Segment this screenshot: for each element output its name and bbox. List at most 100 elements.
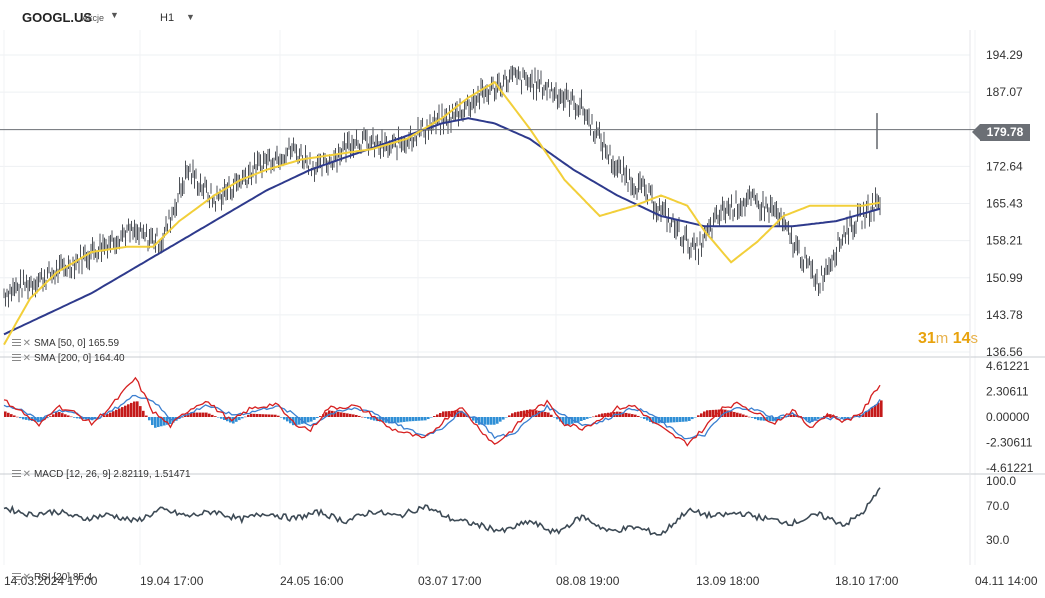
macd-histogram-bar [454, 410, 457, 417]
settings-icon[interactable] [11, 573, 21, 582]
x-tick-label: 04.11 14:00 [975, 574, 1038, 588]
macd-histogram-bar [550, 414, 553, 417]
macd-histogram-bar [208, 413, 211, 417]
macd-histogram-bar [298, 417, 301, 425]
macd-histogram-bar [58, 412, 61, 417]
macd-histogram-bar [538, 410, 541, 417]
sma200-legend[interactable]: ✕ SMA [200, 0] 164.40 [6, 342, 125, 364]
macd-histogram-bar [811, 417, 814, 422]
y-tick-label: 4.61221 [986, 359, 1030, 373]
sma50-legend[interactable]: ✕ SMA [50, 0] 165.59 [6, 327, 119, 349]
macd-histogram-bar [193, 412, 196, 417]
macd-histogram-bar [172, 417, 175, 423]
macd-histogram-bar [571, 417, 574, 424]
close-icon[interactable]: ✕ [22, 353, 31, 364]
timer-seconds: 14 [952, 330, 971, 347]
macd-histogram-bar [844, 417, 847, 419]
macd-histogram-bar [865, 411, 868, 417]
macd-histogram-bar [712, 409, 715, 417]
macd-chart [3, 376, 883, 447]
macd-histogram-bar [529, 409, 532, 417]
macd-histogram-bar [778, 417, 781, 421]
price-chart [0, 65, 975, 346]
y-tick-label: 30.0 [986, 533, 1010, 547]
symbol-name[interactable]: GOOGL.US [22, 10, 93, 25]
macd-histogram-bar [664, 417, 667, 423]
macd-histogram-bar [403, 417, 406, 422]
macd-histogram-bar [556, 417, 559, 420]
macd-histogram-bar [730, 411, 733, 417]
macd-histogram-bar [355, 414, 358, 417]
macd-histogram-bar [46, 417, 49, 419]
macd-histogram-bar [463, 413, 466, 417]
macd-histogram-bar [391, 417, 394, 424]
macd-histogram-bar [751, 417, 754, 418]
y-tick-label: 158.21 [986, 234, 1023, 248]
macd-histogram-bar [610, 412, 613, 417]
macd-histogram-bar [784, 417, 787, 418]
macd-histogram-bar [481, 417, 484, 425]
macd-histogram-bar [238, 417, 241, 421]
settings-icon[interactable] [11, 339, 21, 348]
current-price-label: 179.78 [972, 124, 1030, 141]
macd-legend[interactable]: ✕ MACD [12, 26, 9] 2.82119, 1.51471 [6, 458, 191, 480]
x-tick-label: 24.05 16:00 [280, 574, 344, 588]
timeframe-dropdown-icon[interactable]: ▼ [186, 12, 195, 22]
macd-histogram-bar [34, 417, 37, 422]
settings-icon[interactable] [11, 354, 21, 363]
macd-histogram-bar [121, 407, 124, 417]
macd-histogram-bar [646, 417, 649, 421]
macd-histogram-bar [199, 412, 202, 417]
chart-header: GOOGL.US Akcje ▼ H1 ▼ [0, 0, 1045, 34]
macd-histogram-bar [22, 417, 25, 420]
macd-histogram-bar [877, 402, 880, 417]
y-tick-label: 187.07 [986, 85, 1023, 99]
macd-histogram-bar [388, 417, 391, 424]
macd-histogram-bar [652, 417, 655, 424]
macd-histogram-bar [346, 413, 349, 417]
y-tick-label: -2.30611 [986, 436, 1033, 450]
macd-histogram-bar [505, 417, 508, 418]
macd-histogram-bar [25, 417, 28, 420]
macd-histogram-bar [685, 417, 688, 422]
rsi-chart [3, 487, 881, 536]
macd-histogram-bar [532, 409, 535, 417]
macd-histogram-bar [709, 410, 712, 417]
macd-histogram-bar [772, 417, 775, 422]
macd-histogram-bar [490, 417, 493, 425]
timeframe-selector[interactable]: H1 [160, 12, 175, 24]
macd-histogram-bar [256, 413, 259, 417]
macd-histogram-bar [493, 417, 496, 425]
rsi-legend[interactable]: ✕ RSI [20] 85.4 [6, 561, 92, 583]
macd-histogram-bar [190, 412, 193, 417]
macd-histogram-bar [583, 417, 586, 420]
macd-histogram-bar [676, 417, 679, 423]
y-tick-label: 70.0 [986, 499, 1010, 513]
macd-histogram-bar [76, 417, 79, 419]
macd-histogram-bar [574, 417, 577, 423]
macd-histogram-bar [862, 413, 865, 417]
macd-histogram-bar [535, 410, 538, 417]
candle-countdown: 31m 14s [918, 330, 978, 348]
settings-icon[interactable] [11, 470, 21, 479]
macd-histogram-bar [553, 417, 556, 418]
close-icon[interactable]: ✕ [22, 338, 31, 349]
macd-histogram-bar [433, 416, 436, 417]
macd-histogram-bar [496, 417, 499, 424]
macd-histogram-bar [700, 413, 703, 417]
macd-histogram-bar [766, 417, 769, 421]
macd-histogram-bar [637, 415, 640, 417]
macd-histogram-bar [244, 416, 247, 418]
macd-histogram-bar [349, 413, 352, 417]
symbol-dropdown-icon[interactable]: ▼ [110, 10, 119, 20]
macd-histogram-bar [130, 402, 133, 417]
macd-histogram-bar [52, 414, 55, 417]
close-icon[interactable]: ✕ [22, 469, 31, 480]
macd-histogram-bar [565, 417, 568, 426]
close-icon[interactable]: ✕ [22, 572, 31, 583]
macd-histogram-bar [67, 415, 70, 417]
macd-histogram-bar [793, 413, 796, 417]
macd-histogram-bar [673, 417, 676, 423]
macd-histogram-bar [373, 417, 376, 421]
